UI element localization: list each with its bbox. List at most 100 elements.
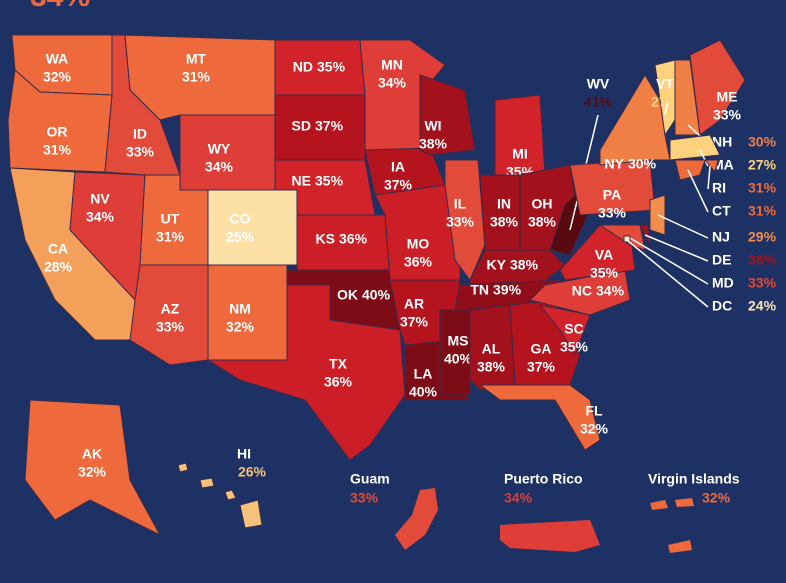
territory-value: 33% <box>350 490 379 506</box>
state-abbr: MT <box>186 51 207 67</box>
state-value: 30% <box>748 134 777 150</box>
state-value: 31% <box>748 203 777 219</box>
state-value: 33% <box>748 275 777 291</box>
state-shape <box>674 159 706 181</box>
territory-shape <box>500 520 600 552</box>
territory-name: Puerto Rico <box>504 471 583 487</box>
state-value: 36% <box>404 254 433 270</box>
headline: 34% <box>30 0 90 13</box>
state-value: 33% <box>446 214 475 230</box>
state-abbr: MD <box>712 275 734 291</box>
state-abbr: ID <box>133 126 147 142</box>
state-shape <box>478 384 601 451</box>
state-value: 32% <box>43 69 72 85</box>
state-shape <box>206 284 406 461</box>
state-value: 35% <box>315 173 344 189</box>
state-abbr: CO <box>230 211 251 227</box>
state-abbr: DC <box>712 298 732 314</box>
state-abbr: MS <box>448 333 469 349</box>
state-abbr: NV <box>90 191 110 207</box>
state-value: 40% <box>444 351 473 367</box>
state-abbr: NC <box>572 283 592 299</box>
territory-shape <box>675 498 694 507</box>
state-abbr: KS <box>316 231 335 247</box>
state-abbr: VA <box>595 247 613 263</box>
state-shape <box>599 74 671 166</box>
state-abbr: NE <box>292 173 311 189</box>
state-abbr: RI <box>712 180 726 196</box>
state-value: 36% <box>324 374 353 390</box>
state-value: 35% <box>590 265 619 281</box>
leader-line <box>657 214 709 239</box>
state-abbr: KY <box>487 257 507 273</box>
state-shape <box>689 39 746 136</box>
state-abbr: HI <box>237 446 251 462</box>
leader-line <box>629 237 709 285</box>
leader-line <box>664 99 669 116</box>
state-shape <box>598 224 646 251</box>
state-abbr: MO <box>407 236 430 252</box>
state-abbr: NH <box>712 134 732 150</box>
state-abbr: OR <box>47 124 68 140</box>
state-abbr: IA <box>391 159 405 175</box>
state-abbr: WA <box>46 51 69 67</box>
territory-name: Guam <box>350 471 390 487</box>
state-abbr: AK <box>82 446 102 462</box>
state-abbr: PA <box>603 187 621 203</box>
state-value: 37% <box>400 314 429 330</box>
state-abbr: VT <box>656 76 674 92</box>
state-value: 37% <box>384 177 413 193</box>
state-value: 25% <box>226 229 255 245</box>
state-shape <box>199 477 215 489</box>
state-abbr: SC <box>564 321 583 337</box>
state-abbr: DE <box>712 252 731 268</box>
state-value: 34% <box>378 75 407 91</box>
state-value: 32% <box>78 464 107 480</box>
state-value: 27% <box>651 94 680 110</box>
state-abbr: TX <box>329 356 348 372</box>
state-value: 35% <box>317 59 346 75</box>
state-abbr: MN <box>381 57 403 73</box>
state-abbr: CT <box>712 203 731 219</box>
state-abbr: WV <box>587 76 610 92</box>
state-shape <box>419 74 476 156</box>
state-shape <box>559 224 636 281</box>
state-shape <box>224 489 237 501</box>
territory-shape <box>668 540 692 553</box>
territory-shape <box>650 500 668 510</box>
state-abbr: NJ <box>712 229 730 245</box>
state-abbr: LA <box>414 366 433 382</box>
leader-line <box>707 165 711 190</box>
state-abbr: SD <box>292 118 311 134</box>
state-abbr: ND <box>293 59 313 75</box>
territory-shape <box>395 488 438 550</box>
state-shape <box>24 399 162 537</box>
state-abbr: OH <box>532 196 553 212</box>
state-shape <box>239 499 263 529</box>
state-value: 38% <box>510 257 539 273</box>
state-value: 38% <box>748 252 777 268</box>
state-value: 34% <box>596 283 625 299</box>
state-value: 33% <box>126 144 155 160</box>
state-value: 33% <box>713 107 742 123</box>
leader-line <box>626 239 709 308</box>
state-abbr: AZ <box>161 301 180 317</box>
leader-line <box>644 234 709 262</box>
state-value: 28% <box>44 259 73 275</box>
state-value: 31% <box>748 180 777 196</box>
state-value: 37% <box>527 359 556 375</box>
state-value: 27% <box>748 157 777 173</box>
state-abbr: CA <box>48 241 68 257</box>
state-abbr: WI <box>424 118 441 134</box>
state-value: 38% <box>419 136 448 152</box>
state-value: 31% <box>43 142 72 158</box>
state-abbr: MI <box>512 146 528 162</box>
state-abbr: GA <box>531 341 552 357</box>
state-value: 39% <box>493 282 522 298</box>
state-abbr: FL <box>585 403 603 419</box>
state-abbr: TN <box>470 282 489 298</box>
state-shape <box>669 134 721 161</box>
state-shape <box>479 174 521 251</box>
